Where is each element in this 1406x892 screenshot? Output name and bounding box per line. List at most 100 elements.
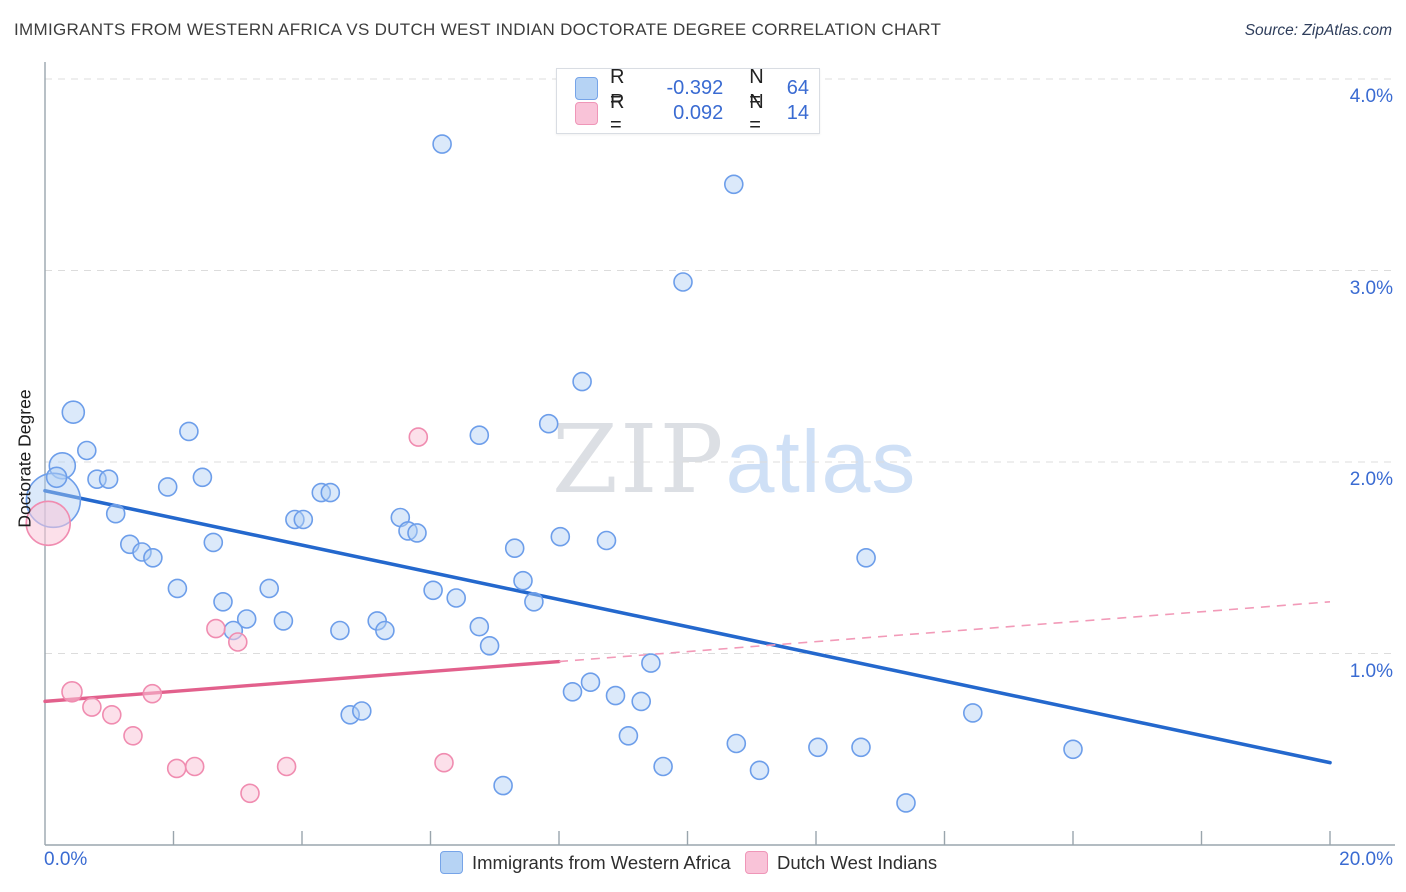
scatter-point-blue[interactable] — [375, 620, 395, 641]
scatter-point-pink[interactable] — [408, 427, 429, 447]
scatter-point-blue[interactable] — [1063, 739, 1083, 760]
x-tick-label-max: 20.0% — [1339, 849, 1393, 870]
scatter-point-blue[interactable] — [550, 526, 571, 547]
scatter-point-blue[interactable] — [105, 503, 126, 524]
scatter-point-blue[interactable] — [631, 691, 652, 712]
scatter-point-blue[interactable] — [98, 469, 119, 490]
scatter-point-blue[interactable] — [77, 440, 97, 461]
r-value: 0.092 — [673, 102, 724, 124]
blue-series-swatch — [440, 851, 463, 874]
pink-series-swatch — [575, 102, 598, 125]
scatter-point-blue[interactable] — [143, 547, 163, 568]
scatter-point-blue[interactable] — [673, 272, 693, 292]
scatter-point-blue[interactable] — [596, 530, 617, 551]
scatter-point-blue[interactable] — [423, 580, 443, 601]
scatter-point-blue[interactable] — [48, 451, 77, 480]
blue-trend-line — [43, 488, 1332, 765]
legend-label: Immigrants from Western Africa — [472, 851, 731, 873]
scatter-point-pink[interactable] — [166, 758, 187, 779]
scatter-point-pink[interactable] — [142, 683, 163, 704]
scatter-point-blue[interactable] — [157, 477, 178, 497]
scatter-point-blue[interactable] — [179, 421, 199, 442]
scatter-point-blue[interactable] — [524, 591, 544, 612]
scatter-point-pink[interactable] — [240, 783, 260, 804]
y-tick-label-1: 1.0% — [1349, 661, 1393, 682]
scatter-point-blue[interactable] — [259, 578, 280, 599]
r-label: R = — [610, 90, 625, 136]
n-value: 64 — [786, 77, 809, 99]
scatter-point-blue[interactable] — [493, 775, 513, 796]
scatter-point-blue[interactable] — [167, 578, 188, 599]
scatter-point-pink[interactable] — [82, 697, 102, 717]
scatter-point-blue[interactable] — [538, 413, 559, 434]
scatter-point-blue[interactable] — [605, 685, 626, 706]
scatter-point-pink[interactable] — [228, 632, 248, 652]
scatter-point-blue[interactable] — [61, 400, 86, 425]
pink-trend-line-solid — [43, 659, 561, 704]
source-attribution: Source: ZipAtlas.com — [1244, 22, 1392, 39]
scatter-point-blue[interactable] — [407, 523, 427, 543]
page-title: IMMIGRANTS FROM WESTERN AFRICA VS DUTCH … — [14, 20, 942, 39]
scatter-point-blue[interactable] — [513, 570, 533, 591]
scatter-point-blue[interactable] — [580, 672, 601, 693]
scatter-point-blue[interactable] — [479, 635, 500, 656]
scatter-point-blue[interactable] — [340, 704, 361, 725]
scatter-point-pink[interactable] — [102, 704, 122, 725]
scatter-point-blue[interactable] — [896, 793, 916, 813]
scatter-point-blue[interactable] — [203, 532, 224, 553]
scatter-point-blue[interactable] — [851, 737, 871, 758]
scatter-point-blue[interactable] — [572, 371, 592, 392]
y-tick-label-2: 2.0% — [1349, 469, 1393, 490]
legend-label: Dutch West Indians — [777, 851, 938, 873]
scatter-point-pink[interactable] — [123, 725, 143, 746]
scatter-point-blue[interactable] — [504, 538, 525, 559]
r-label: R = — [610, 65, 625, 111]
scatter-point-blue[interactable] — [469, 616, 490, 637]
scatter-point-blue[interactable] — [446, 588, 467, 608]
scatter-point-blue[interactable] — [469, 425, 490, 446]
pink-trend-line-dashed — [558, 600, 1331, 663]
scatter-point-blue[interactable] — [192, 467, 213, 488]
y-axis-title: Doctorate Degree — [14, 389, 35, 528]
scatter-point-blue[interactable] — [330, 620, 350, 641]
scatter-point-pink[interactable] — [25, 500, 72, 547]
scatter-point-blue[interactable] — [856, 547, 876, 568]
scatter-point-pink[interactable] — [276, 756, 297, 777]
legend-item-western-africa: Immigrants from Western Africa — [440, 851, 731, 874]
stats-row-dutch-west-indian: R = 0.092 N = 14 — [575, 91, 809, 136]
scatter-point-blue[interactable] — [749, 760, 770, 781]
scatter-point-blue[interactable] — [653, 756, 673, 777]
correlation-stats-legend: R = -0.392 N = 64 R = 0.092 N = 14 — [556, 66, 820, 136]
scatter-point-blue[interactable] — [618, 725, 639, 746]
scatter-point-blue[interactable] — [962, 703, 983, 723]
stats-row-western-africa: R = -0.392 N = 64 — [575, 66, 809, 111]
scatter-point-blue[interactable] — [562, 681, 583, 702]
n-label: N = — [749, 90, 764, 136]
scatter-point-blue[interactable] — [320, 482, 341, 503]
y-tick-label-3: 3.0% — [1349, 278, 1393, 299]
scatter-point-blue[interactable] — [45, 466, 68, 489]
y-tick-label-4: 4.0% — [1349, 86, 1393, 107]
scatter-point-blue[interactable] — [808, 737, 828, 758]
n-value: 14 — [786, 102, 809, 124]
scatter-point-blue[interactable] — [132, 542, 152, 562]
scatter-point-blue[interactable] — [641, 653, 661, 673]
scatter-point-blue[interactable] — [432, 134, 452, 154]
pink-series-swatch — [745, 851, 768, 874]
legend-item-dutch-west-indians: Dutch West Indians — [745, 851, 937, 874]
series-legend: Immigrants from Western Africa Dutch Wes… — [0, 851, 1406, 881]
scatter-point-blue[interactable] — [723, 174, 744, 195]
scatter-point-blue[interactable] — [273, 611, 294, 631]
scatter-point-blue[interactable] — [726, 733, 747, 754]
scatter-point-blue[interactable] — [293, 509, 314, 530]
scatter-point-pink[interactable] — [206, 618, 226, 639]
blue-series-swatch — [575, 77, 598, 100]
scatter-point-blue[interactable] — [351, 701, 372, 721]
scatter-point-pink[interactable] — [434, 752, 454, 773]
scatter-point-pink[interactable] — [61, 680, 83, 703]
scatter-point-blue[interactable] — [236, 609, 257, 629]
scatter-point-pink[interactable] — [184, 756, 205, 777]
scatter-point-blue[interactable] — [213, 591, 233, 612]
